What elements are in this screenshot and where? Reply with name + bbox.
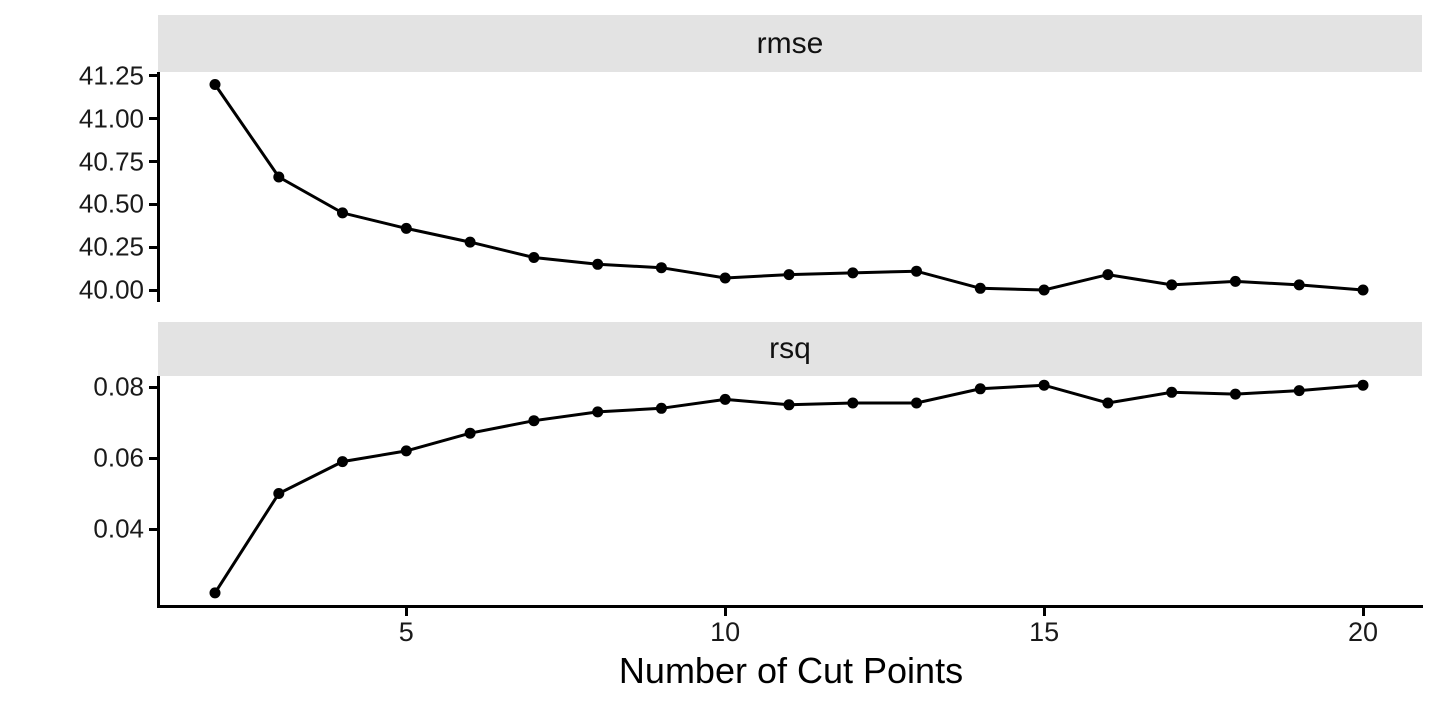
x-axis-line: [157, 605, 1423, 608]
x-tick: [723, 608, 727, 616]
facet-strip-label-rmse: rmse: [756, 26, 824, 60]
data-point-rmse: [1357, 284, 1369, 296]
data-point-rsq: [911, 397, 922, 409]
data-point-rsq: [337, 456, 348, 468]
data-point-rmse: [337, 207, 348, 219]
chart-canvas-rmse: [209, 79, 1369, 296]
data-point-rmse: [1229, 275, 1241, 287]
data-point-rsq: [1038, 379, 1050, 391]
data-point-rsq: [719, 393, 731, 405]
y-tick: [149, 74, 157, 78]
y-tick-label: 41.00: [78, 103, 144, 134]
y-tick-label: 0.06: [93, 442, 144, 473]
data-point-rmse: [273, 171, 285, 183]
data-point-rmse: [592, 258, 604, 270]
y-tick: [149, 202, 157, 206]
y-tick-label: 41.25: [78, 60, 144, 91]
chart-canvas-rsq: [209, 379, 1369, 599]
data-point-rmse: [847, 267, 859, 279]
data-point-rmse: [464, 236, 476, 248]
data-point-rsq: [1293, 385, 1305, 397]
data-point-rmse: [1166, 279, 1178, 291]
y-tick-label: 40.00: [78, 274, 144, 305]
data-point-rsq: [974, 383, 986, 395]
x-tick: [1042, 608, 1046, 616]
x-tick-label: 10: [710, 617, 741, 647]
data-point-rsq: [592, 406, 604, 418]
y-tick-label: 40.50: [78, 188, 144, 219]
x-tick-label: 5: [398, 617, 414, 647]
facet-strip-rsq: rsq: [158, 322, 1422, 376]
y-tick-label: 40.75: [78, 146, 144, 177]
y-tick: [149, 245, 157, 249]
data-point-rsq: [464, 427, 476, 439]
y-tick: [149, 456, 157, 460]
data-point-rsq: [1357, 379, 1369, 391]
data-point-rmse: [719, 272, 731, 284]
data-line-rsq: [213, 383, 1364, 594]
data-point-rmse: [528, 252, 540, 263]
data-point-rsq: [528, 415, 540, 427]
facet-strip-rmse: rmse: [158, 15, 1422, 72]
data-point-rsq: [273, 488, 285, 499]
data-point-rmse: [1293, 279, 1305, 291]
data-point-rsq: [400, 445, 412, 457]
y-tick-label: 0.08: [93, 371, 144, 402]
data-point-rsq: [209, 587, 221, 599]
panel-rmse: [160, 72, 1422, 302]
data-point-rmse: [209, 79, 221, 90]
y-tick: [149, 117, 157, 121]
data-point-rsq: [655, 402, 667, 414]
y-tick-label: 40.25: [78, 231, 144, 262]
data-point-rmse: [400, 222, 412, 234]
data-point-rmse: [655, 262, 667, 274]
data-point-rmse: [783, 269, 795, 281]
x-axis-title: Number of Cut Points: [618, 650, 964, 691]
x-tick: [1361, 608, 1365, 616]
data-point-rmse: [1102, 269, 1114, 281]
y-tick: [149, 385, 157, 389]
x-tick: [404, 608, 408, 616]
data-point-rmse: [911, 265, 922, 277]
y-axis-line-rsq: [157, 376, 160, 605]
y-tick: [149, 288, 157, 292]
x-tick-label: 20: [1347, 617, 1379, 647]
y-axis-line-rmse: [157, 72, 160, 302]
data-point-rsq: [1229, 388, 1241, 400]
data-point-rmse: [1038, 284, 1050, 296]
data-point-rsq: [1166, 386, 1178, 398]
data-point-rsq: [1102, 397, 1114, 409]
data-point-rsq: [847, 397, 859, 409]
panel-rsq: [160, 376, 1422, 605]
data-line-rmse: [213, 83, 1364, 292]
facet-strip-label-rsq: rsq: [769, 332, 811, 365]
y-tick: [149, 527, 157, 531]
data-point-rsq: [783, 399, 795, 411]
y-tick-label: 0.04: [93, 513, 144, 544]
x-tick-label: 15: [1029, 617, 1060, 647]
y-tick: [149, 160, 157, 164]
data-point-rmse: [974, 282, 986, 294]
